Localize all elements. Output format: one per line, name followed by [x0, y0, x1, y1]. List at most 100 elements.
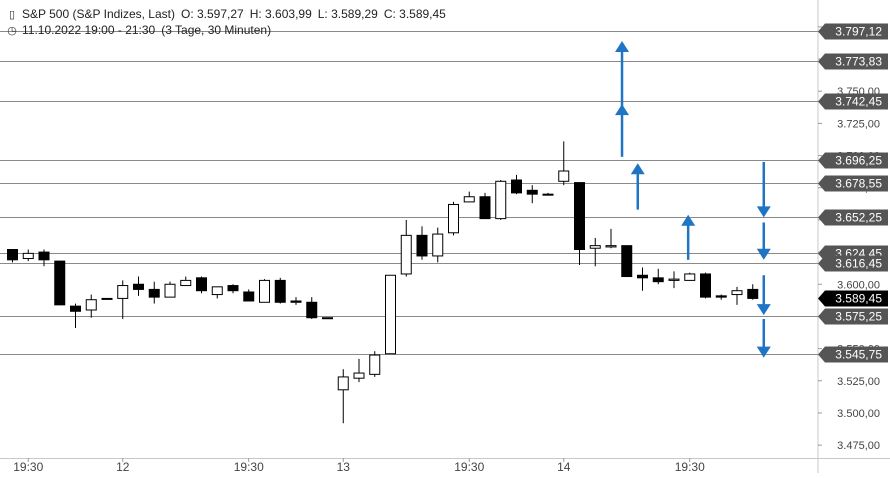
arrow-down-head — [756, 304, 771, 316]
y-tick-label: 3.600,00 — [837, 279, 880, 291]
low-value: L: 3.589,29 — [317, 7, 378, 21]
level-label-box — [818, 255, 888, 272]
x-tick-label: 19:30 — [13, 460, 43, 473]
level-label: 3.696,25 — [835, 154, 882, 168]
level-label: 3.545,75 — [835, 348, 882, 362]
candle-body[interactable] — [526, 189, 538, 195]
candle-body[interactable] — [196, 277, 207, 292]
candle-body[interactable] — [259, 279, 270, 303]
period-text: (3 Tage, 30 Minuten) — [161, 23, 272, 37]
candle-body[interactable] — [700, 273, 711, 298]
level-label: 3.652,25 — [835, 211, 882, 225]
arrow-up-head — [615, 104, 630, 116]
arrow-down-head — [756, 248, 771, 260]
candle-body[interactable] — [605, 245, 617, 248]
candle-body[interactable] — [243, 291, 255, 302]
candlestick-icon: ▯ — [8, 9, 16, 21]
level-label: 3.616,45 — [835, 257, 882, 271]
level-label: 3.797,12 — [835, 25, 882, 39]
arrow-up-head — [630, 163, 645, 175]
x-tick-label: 13 — [337, 460, 351, 473]
open-value: O: 3.597,27 — [180, 7, 244, 21]
candle-body[interactable] — [432, 233, 444, 257]
y-tick-label: 3.475,00 — [837, 440, 880, 452]
candle-body[interactable] — [306, 301, 318, 319]
candle-body[interactable] — [637, 274, 648, 279]
candle-body[interactable] — [164, 283, 176, 298]
candle-body[interactable] — [211, 286, 223, 296]
level-label-box — [818, 209, 888, 226]
candle-body[interactable] — [7, 249, 18, 261]
candle-body[interactable] — [369, 354, 381, 375]
level-label: 3.773,83 — [835, 55, 882, 69]
level-label-box — [818, 93, 888, 110]
candle-body[interactable] — [668, 278, 680, 281]
candle-body[interactable] — [715, 295, 727, 298]
candle-body[interactable] — [70, 305, 81, 312]
level-label-box — [818, 23, 888, 40]
candle-body[interactable] — [290, 300, 302, 303]
candle-body[interactable] — [448, 203, 459, 234]
candle-body[interactable] — [463, 196, 475, 203]
arrow-up-head — [681, 214, 696, 226]
candle-body[interactable] — [227, 285, 239, 292]
level-label-box — [818, 175, 888, 192]
candle-body[interactable] — [322, 317, 333, 320]
level-label: 3.678,55 — [835, 177, 882, 191]
level-label-box — [818, 152, 888, 169]
candle-body[interactable] — [400, 234, 412, 275]
level-label: 3.742,45 — [835, 95, 882, 109]
candle-body[interactable] — [180, 279, 192, 287]
candle-body[interactable] — [54, 260, 66, 306]
candle-body[interactable] — [731, 290, 743, 296]
candle-body[interactable] — [117, 285, 129, 299]
candle-body[interactable] — [542, 193, 554, 196]
candle-body[interactable] — [133, 283, 144, 290]
candle-body[interactable] — [495, 180, 507, 220]
arrow-down-head — [756, 346, 771, 358]
level-label-box — [818, 53, 888, 70]
clock-icon: ◷ — [7, 25, 17, 37]
x-tick-label: 12 — [116, 460, 130, 473]
header-row-prices: ▯ S&P 500 (S&P Indizes, Last) O: 3.597,27 H… — [6, 7, 446, 21]
candle-body[interactable] — [85, 299, 97, 311]
candle-body[interactable] — [684, 273, 696, 281]
candle-body[interactable] — [416, 234, 428, 257]
candle-body[interactable] — [274, 279, 286, 303]
candle-body[interactable] — [353, 372, 365, 379]
arrow-down-head — [756, 206, 771, 218]
level-label-box — [818, 308, 888, 325]
candle-body[interactable] — [385, 274, 396, 355]
close-value: C: 3.589,45 — [383, 7, 446, 21]
candle-body[interactable] — [479, 196, 491, 220]
candle-body[interactable] — [337, 376, 349, 391]
x-tick-label: 19:30 — [454, 460, 484, 473]
x-tick-label: 19:30 — [234, 460, 264, 473]
level-label: 3.575,25 — [835, 310, 882, 324]
y-tick-label: 3.725,00 — [837, 118, 880, 130]
last-price-label-box — [818, 290, 888, 307]
candle-body[interactable] — [652, 277, 664, 283]
level-label-box — [818, 346, 888, 363]
high-value: H: 3.603,99 — [249, 7, 312, 21]
x-tick-label: 19:30 — [675, 460, 705, 473]
candle-body[interactable] — [38, 251, 50, 261]
y-tick-label: 3.525,00 — [837, 376, 880, 388]
symbol-title: S&P 500 (S&P Indizes, Last) — [22, 7, 175, 21]
candle-body[interactable] — [101, 297, 113, 300]
candle-body[interactable] — [558, 170, 570, 182]
candle-body[interactable] — [511, 179, 522, 194]
header-row-period: ◷ 11.10.2022 19:00 - 21:30 (3 Tage, 30 Min… — [6, 23, 271, 37]
candle-body[interactable] — [574, 182, 585, 251]
candle-body[interactable] — [148, 288, 160, 298]
candle-body[interactable] — [747, 288, 759, 299]
candle-body[interactable] — [589, 245, 601, 249]
arrow-up-head — [615, 41, 630, 53]
x-tick-label: 14 — [557, 460, 571, 473]
y-tick-label: 3.500,00 — [837, 408, 880, 420]
last-price-label: 3.589,45 — [835, 292, 882, 306]
candle-body[interactable] — [22, 252, 34, 260]
candle-body[interactable] — [621, 245, 633, 278]
